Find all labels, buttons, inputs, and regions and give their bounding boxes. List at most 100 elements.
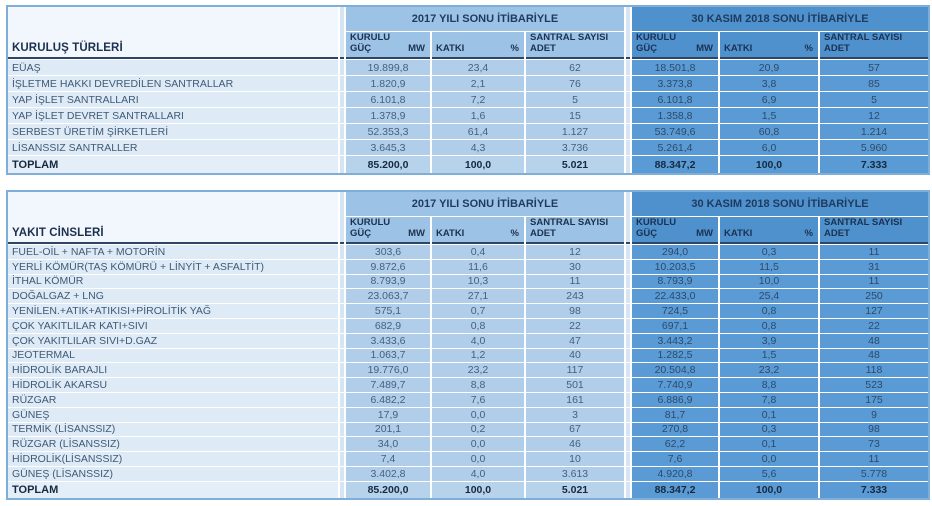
data-cell: 48	[820, 333, 928, 348]
data-cell: 1,2	[432, 348, 524, 363]
spacer	[340, 92, 344, 107]
column-header: SANTRAL SAYISI ADET	[526, 32, 624, 59]
column-header-unit: %	[804, 43, 813, 54]
spacer	[626, 452, 630, 466]
column-header: KURULU GÜÇ MW	[632, 217, 718, 244]
total-row-label: TOPLAM	[8, 156, 338, 173]
data-cell: 73	[820, 437, 928, 452]
spacer	[340, 466, 344, 481]
data-cell: 575,1	[346, 304, 430, 318]
column-header-label: KATKI	[724, 43, 753, 54]
column-header: KATKI%	[432, 32, 524, 59]
column-header-label: KATKI	[436, 228, 465, 239]
period-header-2018: 30 KASIM 2018 SONU İTİBARİYLE	[632, 7, 928, 31]
spacer	[626, 333, 630, 348]
table-yakit-cinsleri: YAKIT CİNSLERİ 2017 YILI SONU İTİBARİYLE 3…	[6, 190, 930, 500]
column-header-unit: MW	[696, 228, 713, 239]
data-cell: 1.820,9	[346, 76, 430, 91]
data-cell: 4,0	[432, 333, 524, 348]
column-header: KATKI%	[720, 217, 818, 244]
column-header-label: KURULU GÜÇ	[350, 32, 391, 54]
data-cell: 20,9	[720, 60, 818, 75]
row-label: YERLİ KÖMÜR(TAŞ KÖMÜRÜ + LİNYİT + ASFALT…	[8, 259, 338, 274]
data-cell: 5	[526, 92, 624, 107]
data-cell: 0,8	[720, 318, 818, 333]
row-label: GÜNEŞ	[8, 407, 338, 422]
spacer	[340, 437, 344, 452]
data-cell: 12	[820, 108, 928, 123]
row-label: JEOTERMAL	[8, 348, 338, 363]
spacer	[626, 124, 630, 139]
column-header: KURULU GÜÇ MW	[632, 32, 718, 59]
data-cell: 40	[526, 348, 624, 363]
row-group-title: KURULUŞ TÜRLERİ	[8, 7, 338, 59]
data-cell: 7,6	[632, 452, 718, 466]
data-cell: 1,5	[720, 108, 818, 123]
column-header: KURULU GÜÇ MW	[346, 217, 430, 244]
data-cell: 23,2	[720, 363, 818, 378]
spacer	[340, 274, 344, 289]
spacer	[340, 318, 344, 333]
data-cell: 19.899,8	[346, 60, 430, 75]
spacer	[626, 60, 630, 75]
data-cell: 5	[820, 92, 928, 107]
row-label: İŞLETME HAKKI DEVREDİLEN SANTRALLAR	[8, 76, 338, 91]
data-cell: 8.793,9	[346, 274, 430, 289]
table-grid: YAKIT CİNSLERİ 2017 YILI SONU İTİBARİYLE 3…	[8, 192, 928, 498]
data-cell: 0,7	[432, 304, 524, 318]
spacer	[340, 452, 344, 466]
data-cell: 0,1	[720, 407, 818, 422]
spacer	[340, 363, 344, 378]
period-header-2017: 2017 YILI SONU İTİBARİYLE	[346, 7, 624, 31]
total-cell: 85.200,0	[346, 481, 430, 498]
spacer	[340, 192, 344, 244]
data-cell: 85	[820, 76, 928, 91]
spacer	[626, 437, 630, 452]
data-cell: 118	[820, 363, 928, 378]
spacer	[340, 378, 344, 392]
row-label: SERBEST ÜRETİM ŞİRKETLERİ	[8, 124, 338, 139]
data-cell: 724,5	[632, 304, 718, 318]
data-cell: 5.960	[820, 140, 928, 155]
data-cell: 12	[526, 245, 624, 259]
row-label: LİSANSSIZ SANTRALLER	[8, 140, 338, 155]
data-cell: 7,4	[346, 452, 430, 466]
column-header-label: SANTRAL SAYISI ADET	[824, 217, 903, 239]
spacer	[626, 481, 630, 498]
data-cell: 3.613	[526, 466, 624, 481]
data-cell: 697,1	[632, 318, 718, 333]
row-label: TERMİK (LİSANSSIZ)	[8, 422, 338, 437]
data-cell: 98	[526, 304, 624, 318]
data-cell: 10	[526, 452, 624, 466]
row-label: HİDROLİK BARAJLI	[8, 363, 338, 378]
data-cell: 3.645,3	[346, 140, 430, 155]
data-cell: 0,3	[720, 422, 818, 437]
data-cell: 22	[526, 318, 624, 333]
spacer	[626, 363, 630, 378]
data-cell: 18.501,8	[632, 60, 718, 75]
spacer	[626, 156, 630, 173]
column-header-label: KURULU GÜÇ	[350, 217, 391, 239]
data-cell: 0,0	[432, 452, 524, 466]
data-cell: 10.203,5	[632, 259, 718, 274]
data-cell: 47	[526, 333, 624, 348]
data-cell: 11	[820, 245, 928, 259]
total-cell: 100,0	[432, 156, 524, 173]
data-cell: 682,9	[346, 318, 430, 333]
total-cell: 85.200,0	[346, 156, 430, 173]
data-cell: 7,6	[432, 392, 524, 407]
data-cell: 11,5	[720, 259, 818, 274]
spacer	[340, 481, 344, 498]
row-label: GÜNEŞ (LİSANSSIZ)	[8, 466, 338, 481]
data-cell: 81,7	[632, 407, 718, 422]
column-header-unit: %	[510, 43, 519, 54]
column-header-unit: %	[804, 228, 813, 239]
data-cell: 27,1	[432, 289, 524, 304]
total-cell: 5.021	[526, 156, 624, 173]
row-label: RÜZGAR	[8, 392, 338, 407]
row-label: ÇOK YAKITLILAR SIVI+D.GAZ	[8, 333, 338, 348]
total-cell: 100,0	[720, 481, 818, 498]
data-cell: 15	[526, 108, 624, 123]
column-header: SANTRAL SAYISI ADET	[526, 217, 624, 244]
spacer	[626, 318, 630, 333]
